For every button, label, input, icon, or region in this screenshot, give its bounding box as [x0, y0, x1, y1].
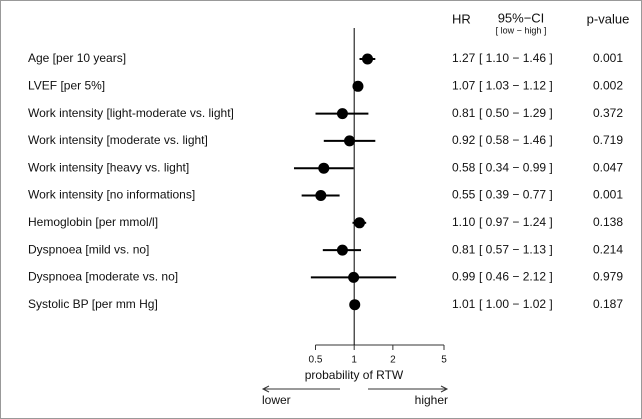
ci-subheader: [ low − high ] [496, 25, 547, 35]
p-value: 0.214 [593, 242, 623, 256]
hr-label: 0.81 [452, 106, 476, 120]
p-value: 0.187 [593, 297, 623, 311]
x-tick-label: 2 [390, 355, 396, 366]
direction-left: lower [262, 393, 291, 407]
x-tick-label: 0.5 [309, 355, 323, 366]
row-label: Work intensity [no informations] [28, 188, 195, 202]
row-label: Dyspnoea [mild vs. no] [28, 242, 149, 256]
p-value: 0.372 [593, 106, 623, 120]
hr-point [315, 190, 327, 201]
x-axis-label: probability of RTW [305, 368, 404, 382]
p-value: 0.979 [593, 270, 623, 284]
hr-label: 0.99 [452, 270, 476, 284]
ci-label: [ 0.50 − 1.29 ] [479, 106, 553, 120]
p-value: 0.047 [593, 160, 623, 174]
hr-point [336, 108, 348, 120]
hr-point [344, 135, 356, 147]
ci-label: [ 1.10 − 1.46 ] [479, 51, 553, 65]
ci-label: [ 0.34 − 0.99 ] [479, 160, 553, 174]
hr-label: 0.81 [452, 242, 476, 256]
row-label: Hemoglobin [per mmol/l] [28, 215, 158, 229]
hr-label: 0.55 [452, 188, 476, 202]
hr-header: HR [452, 11, 471, 26]
ci-label: [ 0.46 − 2.12 ] [479, 270, 553, 284]
hr-point [352, 80, 364, 92]
ci-label: [ 0.57 − 1.13 ] [479, 242, 553, 256]
hr-label: 0.58 [452, 160, 476, 174]
hr-point [336, 244, 348, 256]
row-label: Work intensity [light-moderate vs. light… [28, 106, 234, 120]
p-value: 0.002 [593, 78, 623, 92]
p-value: 0.138 [593, 215, 623, 229]
x-tick-label: 5 [441, 355, 447, 366]
p-value: 0.719 [593, 133, 623, 147]
hr-label: 1.01 [452, 297, 476, 311]
hr-label: 1.07 [452, 78, 476, 92]
row-label: LVEF [per 5%] [28, 78, 105, 92]
hr-point [348, 271, 360, 283]
ci-label: [ 0.58 − 1.46 ] [479, 133, 553, 147]
direction-arrows [261, 385, 449, 393]
p-header: p-value [587, 11, 630, 26]
ci-label: [ 1.00 − 1.02 ] [479, 297, 553, 311]
row-label: Age [per 10 years] [28, 51, 126, 65]
p-value: 0.001 [593, 188, 623, 202]
hr-point [318, 162, 330, 174]
direction-right: higher [415, 393, 448, 407]
ci-label: [ 0.97 − 1.24 ] [479, 215, 553, 229]
ci-label: [ 0.39 − 0.77 ] [479, 188, 553, 202]
ci-label: [ 1.03 − 1.12 ] [479, 78, 553, 92]
x-tick-label: 1 [351, 355, 357, 366]
p-value: 0.001 [593, 51, 623, 65]
hr-label: 0.92 [452, 133, 476, 147]
row-label: Work intensity [moderate vs. light] [28, 133, 208, 147]
row-label: Systolic BP [per mm Hg] [28, 297, 158, 311]
row-label: Dyspnoea [moderate vs. no] [28, 270, 178, 284]
hr-point [362, 53, 374, 65]
hr-label: 1.10 [452, 215, 476, 229]
row-label: Work intensity [heavy vs. light] [28, 160, 189, 174]
hr-point [349, 299, 361, 311]
hr-label: 1.27 [452, 51, 476, 65]
ci-header: 95%−CI [498, 10, 545, 25]
hr-point [354, 217, 366, 229]
